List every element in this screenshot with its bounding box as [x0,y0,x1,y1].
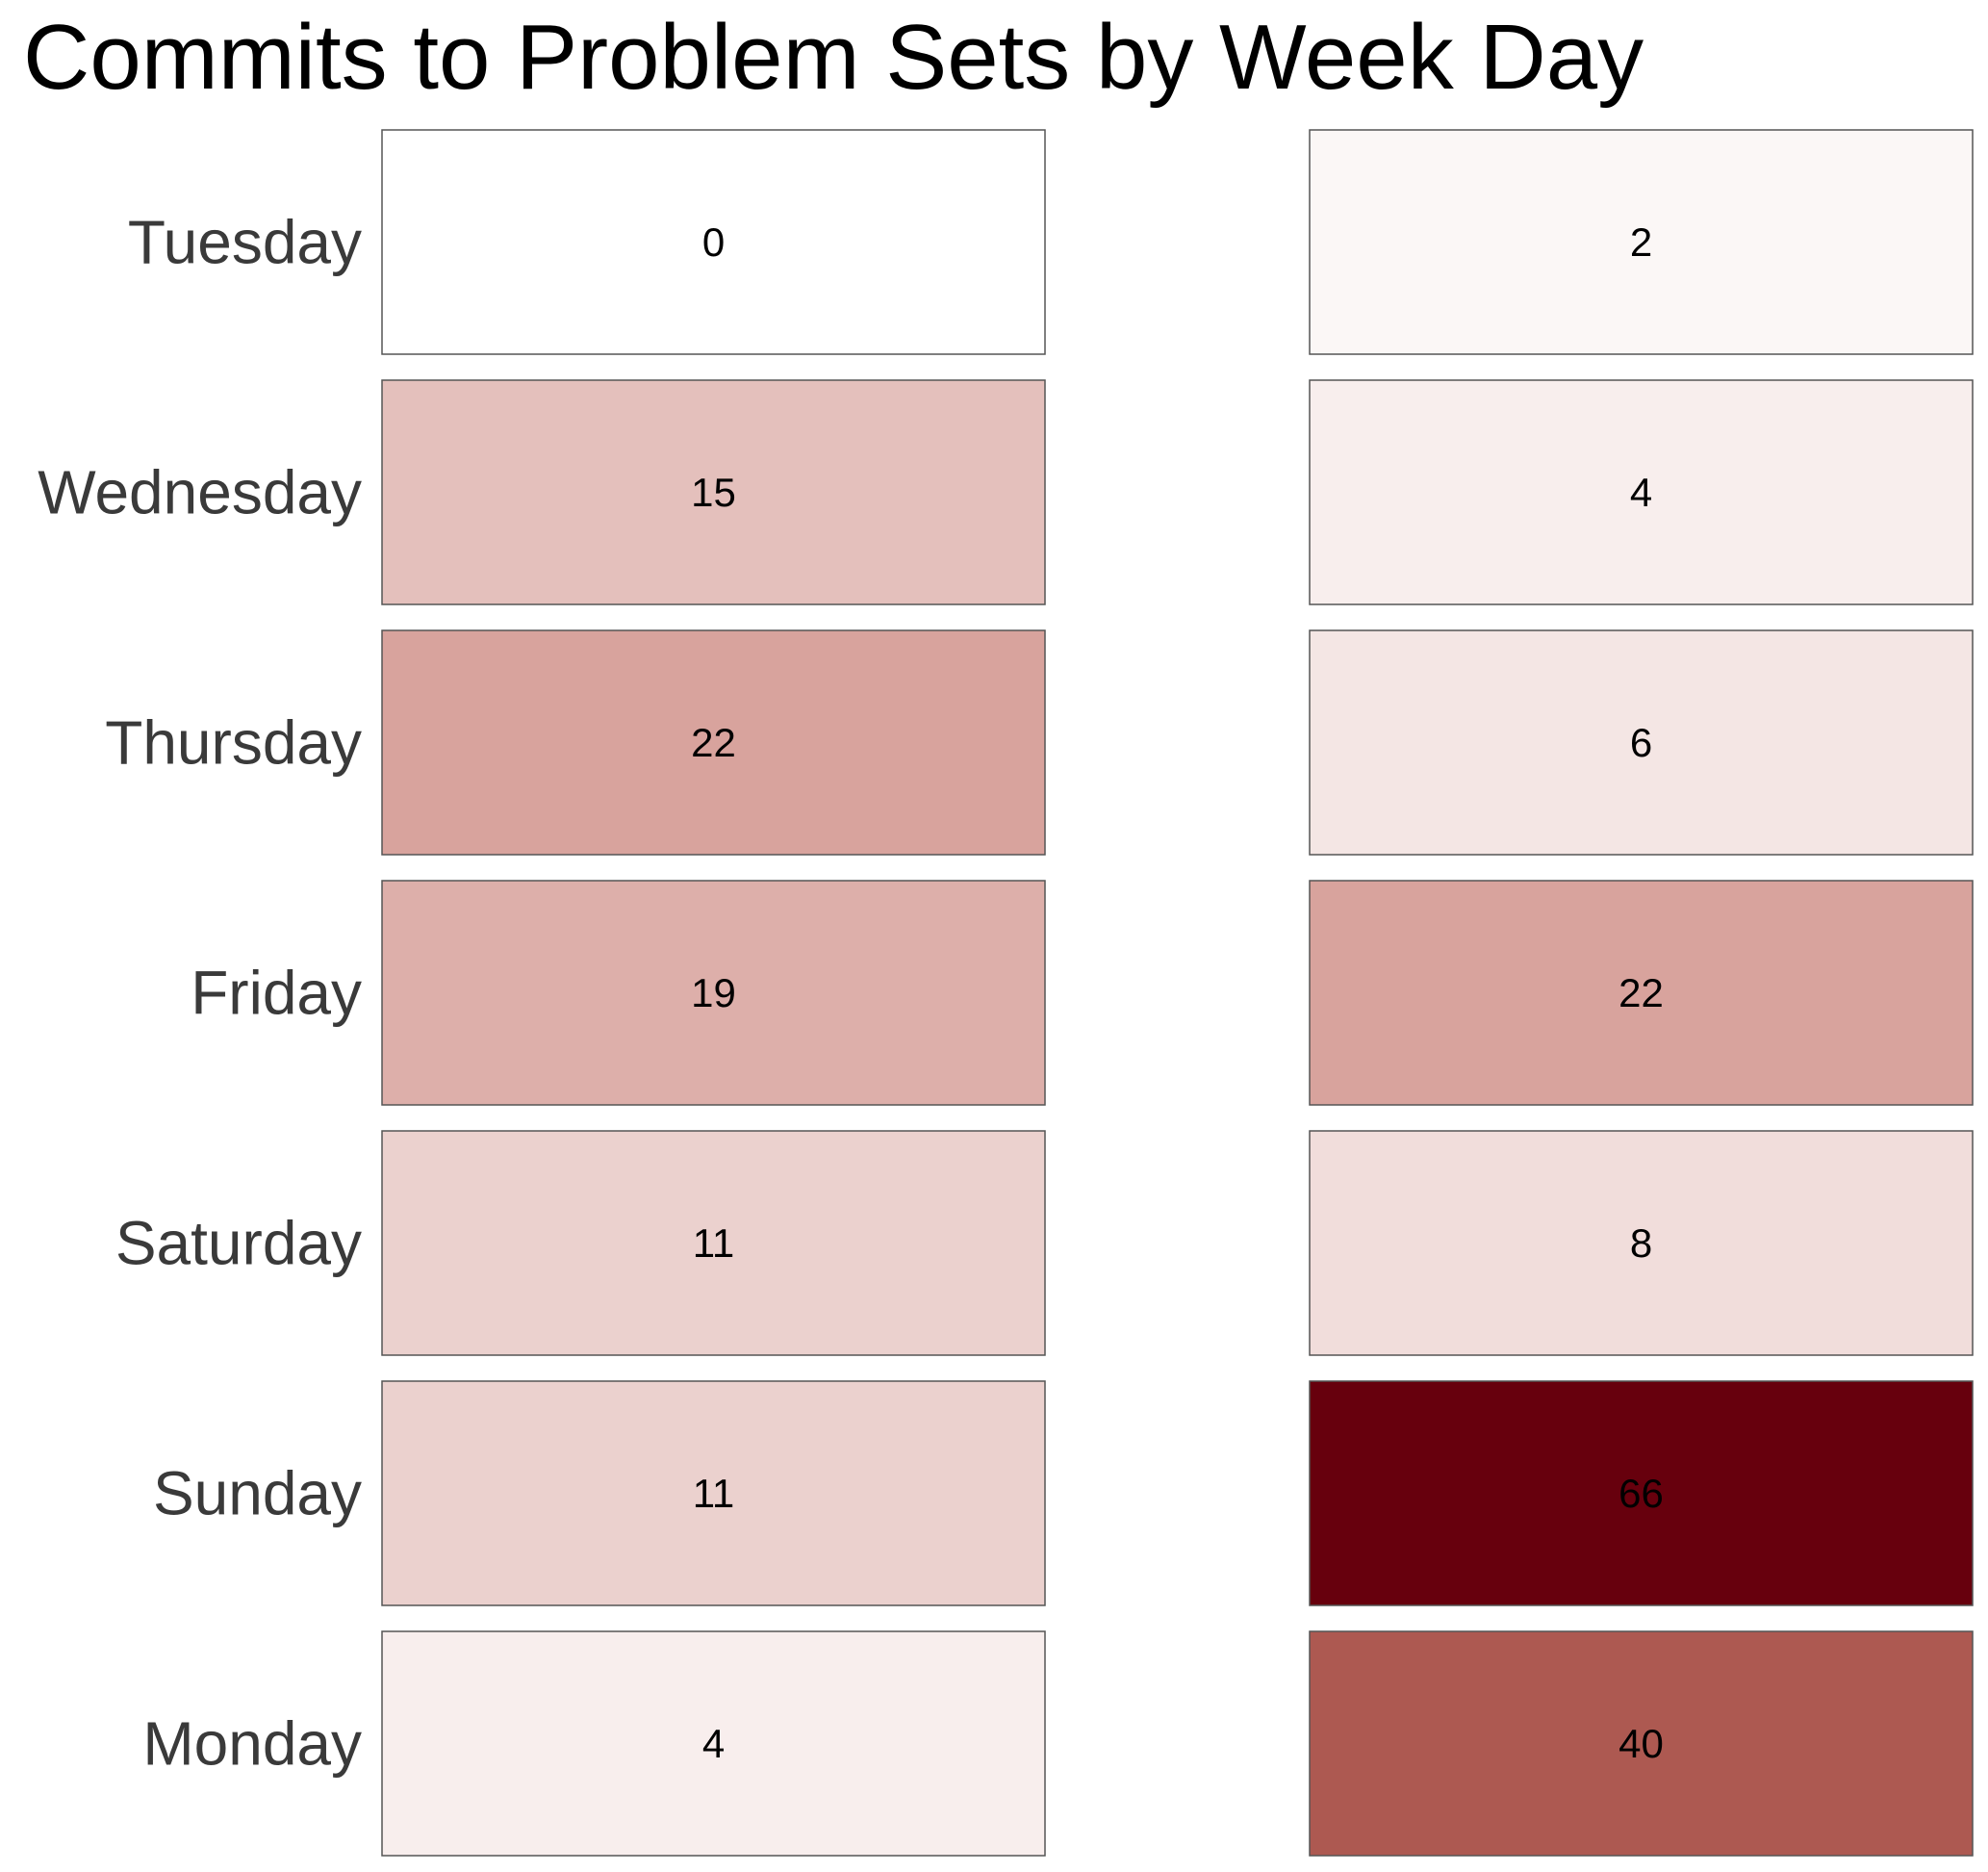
heatmap-cells [381,129,1974,1857]
cell-value-sunday-col2: 66 [1618,1471,1664,1516]
row-labels: Tuesday Wednesday Thursday Friday Saturday Su… [38,208,362,1779]
heatmap-cell-thursday-col1 [381,629,1046,856]
row-label-saturday: Saturday [115,1209,362,1278]
cell-value-wednesday-col1: 15 [691,470,736,515]
cell-value-monday-col1: 4 [702,1721,725,1766]
row-label-wednesday: Wednesday [38,458,362,527]
cell-value-friday-col2: 22 [1618,970,1664,1015]
heatmap-cell-monday-col2 [1309,1630,1974,1857]
heatmap-cell-tuesday-col2 [1309,129,1974,355]
cell-value-saturday-col1: 11 [693,1220,735,1266]
row-label-sunday: Sunday [153,1459,362,1528]
row-label-monday: Monday [142,1709,362,1779]
cell-value-friday-col1: 19 [691,970,736,1015]
heatmap-cell-wednesday-col2 [1309,379,1974,605]
cell-value-thursday-col2: 6 [1630,720,1652,765]
cell-value-thursday-col1: 22 [691,720,736,765]
heatmap-cell-saturday-col1 [381,1130,1046,1356]
heatmap-cell-monday-col1 [381,1630,1046,1857]
cell-value-sunday-col1: 11 [693,1471,735,1516]
heatmap-cell-sunday-col2 [1309,1380,1974,1606]
row-label-friday: Friday [191,959,362,1028]
chart-title: Commits to Problem Sets by Week Day [23,6,1644,109]
heatmap-cell-saturday-col2 [1309,1130,1974,1356]
heatmap-cell-tuesday-col1 [381,129,1046,355]
cell-value-tuesday-col2: 2 [1630,219,1652,265]
heatmap-cell-friday-col1 [381,880,1046,1106]
cell-value-wednesday-col2: 4 [1630,470,1652,515]
cell-value-tuesday-col1: 0 [702,219,725,265]
cell-value-labels: 0 2 15 4 22 6 19 22 11 8 11 66 4 40 [691,219,1664,1766]
cell-value-saturday-col2: 8 [1630,1220,1652,1266]
cell-value-monday-col2: 40 [1618,1721,1664,1766]
row-label-thursday: Thursday [105,708,362,778]
heatmap-cell-sunday-col1 [381,1380,1046,1606]
heatmap-cell-friday-col2 [1309,880,1974,1106]
heatmap-cell-wednesday-col1 [381,379,1046,605]
heatmap-cell-thursday-col2 [1309,629,1974,856]
row-label-tuesday: Tuesday [128,208,362,277]
